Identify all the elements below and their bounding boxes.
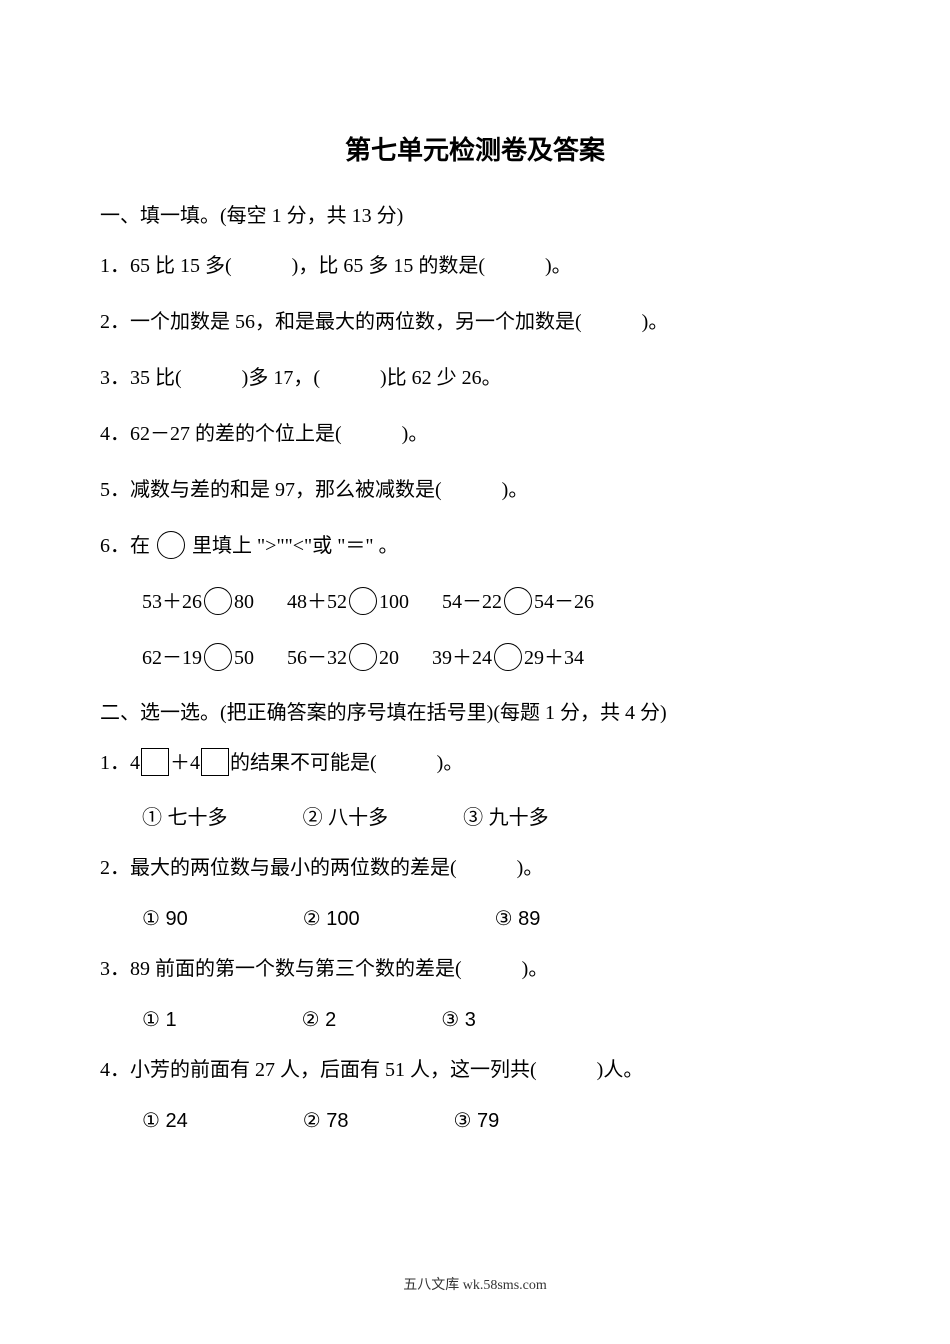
s2-q4: 4．小芳的前面有 27 人，后面有 51 人，这一列共( )人。: [100, 1052, 850, 1088]
comp-1-left: 53＋26: [142, 591, 202, 613]
s1-q2: 2．一个加数是 56，和是最大的两位数，另一个加数是( )。: [100, 304, 850, 340]
blank-circle-icon: [504, 587, 532, 615]
blank-circle-icon: [204, 643, 232, 671]
s2-q1: 1．4 ＋4 的结果不可能是( )。: [100, 745, 850, 781]
comp-3-right: 54－26: [534, 591, 594, 613]
s1-q5: 5．减数与差的和是 97，那么被减数是( )。: [100, 472, 850, 508]
section1-header: 一、填一填。(每空 1 分，共 13 分): [100, 199, 850, 228]
s2-q1-opt1: ① 七十多: [142, 801, 228, 830]
s2-q1-opt2: ② 八十多: [303, 801, 389, 830]
blank-circle-icon: [204, 587, 232, 615]
comp-6-left: 39＋24: [432, 647, 492, 669]
footer-text: 五八文库 wk.58sms.com: [0, 1274, 950, 1294]
section2-header: 二、选一选。(把正确答案的序号填在括号里)(每题 1 分，共 4 分): [100, 696, 850, 725]
s2-q1-b: ＋4: [170, 752, 200, 774]
s1-q6-prompt: 6．在 里填上 ">""<"或 "＝" 。: [100, 528, 850, 564]
s2-q2-opt1: ① 90: [142, 906, 188, 931]
s2-q2-opt3: ③ 89: [495, 906, 541, 931]
s2-q3-opt3: ③ 3: [441, 1007, 476, 1032]
comp-3-left: 54－22: [442, 591, 502, 613]
s2-q1-a: 1．4: [100, 752, 140, 774]
s2-q3-options: ① 1 ② 2 ③ 3: [100, 1007, 850, 1032]
s2-q2-opt2: ② 100: [303, 906, 360, 931]
comp-1: 53＋26 80: [142, 584, 254, 620]
s2-q1-opt3: ③ 九十多: [463, 801, 549, 830]
blank-circle-icon: [349, 643, 377, 671]
comp-6: 39＋24 29＋34: [432, 640, 584, 676]
comp-2-left: 48＋52: [287, 591, 347, 613]
comp-4: 62－19 50: [142, 640, 254, 676]
blank-circle-icon: [494, 643, 522, 671]
s2-q2-options: ① 90 ② 100 ③ 89: [100, 906, 850, 931]
comp-4-right: 50: [234, 647, 254, 669]
blank-circle-icon: [157, 531, 185, 559]
comp-6-right: 29＋34: [524, 647, 584, 669]
s2-q3-opt2: ② 2: [302, 1007, 337, 1032]
s2-q4-opt2: ② 78: [303, 1108, 349, 1133]
s2-q3: 3．89 前面的第一个数与第三个数的差是( )。: [100, 951, 850, 987]
s1-q6-text-a: 6．在: [100, 535, 150, 557]
s2-q4-opt3: ③ 79: [453, 1108, 499, 1133]
blank-box-icon: [201, 748, 229, 776]
s1-q4: 4．62－27 的差的个位上是( )。: [100, 416, 850, 452]
comp-5-left: 56－32: [287, 647, 347, 669]
s1-q1: 1．65 比 15 多( )，比 65 多 15 的数是( )。: [100, 248, 850, 284]
comp-1-right: 80: [234, 591, 254, 613]
s1-q6-text-b: 里填上 ">""<"或 "＝" 。: [192, 535, 399, 557]
s1-q3: 3．35 比( )多 17，( )比 62 少 26。: [100, 360, 850, 396]
comp-5: 56－32 20: [287, 640, 399, 676]
page-title: 第七单元检测卷及答案: [100, 130, 850, 167]
s2-q1-options: ① 七十多 ② 八十多 ③ 九十多: [100, 801, 850, 830]
comp-3: 54－22 54－26: [442, 584, 594, 620]
s1-q6-row1: 53＋26 80 48＋52 100 54－22 54－26: [100, 584, 850, 620]
comp-2-right: 100: [379, 591, 409, 613]
comp-2: 48＋52 100: [287, 584, 409, 620]
s2-q4-options: ① 24 ② 78 ③ 79: [100, 1108, 850, 1133]
comp-4-left: 62－19: [142, 647, 202, 669]
s2-q2: 2．最大的两位数与最小的两位数的差是( )。: [100, 850, 850, 886]
blank-circle-icon: [349, 587, 377, 615]
s2-q4-opt1: ① 24: [142, 1108, 188, 1133]
s2-q1-c: 的结果不可能是( )。: [230, 752, 463, 774]
s2-q3-opt1: ① 1: [142, 1007, 177, 1032]
comp-5-right: 20: [379, 647, 399, 669]
blank-box-icon: [141, 748, 169, 776]
s1-q6-row2: 62－19 50 56－32 20 39＋24 29＋34: [100, 640, 850, 676]
